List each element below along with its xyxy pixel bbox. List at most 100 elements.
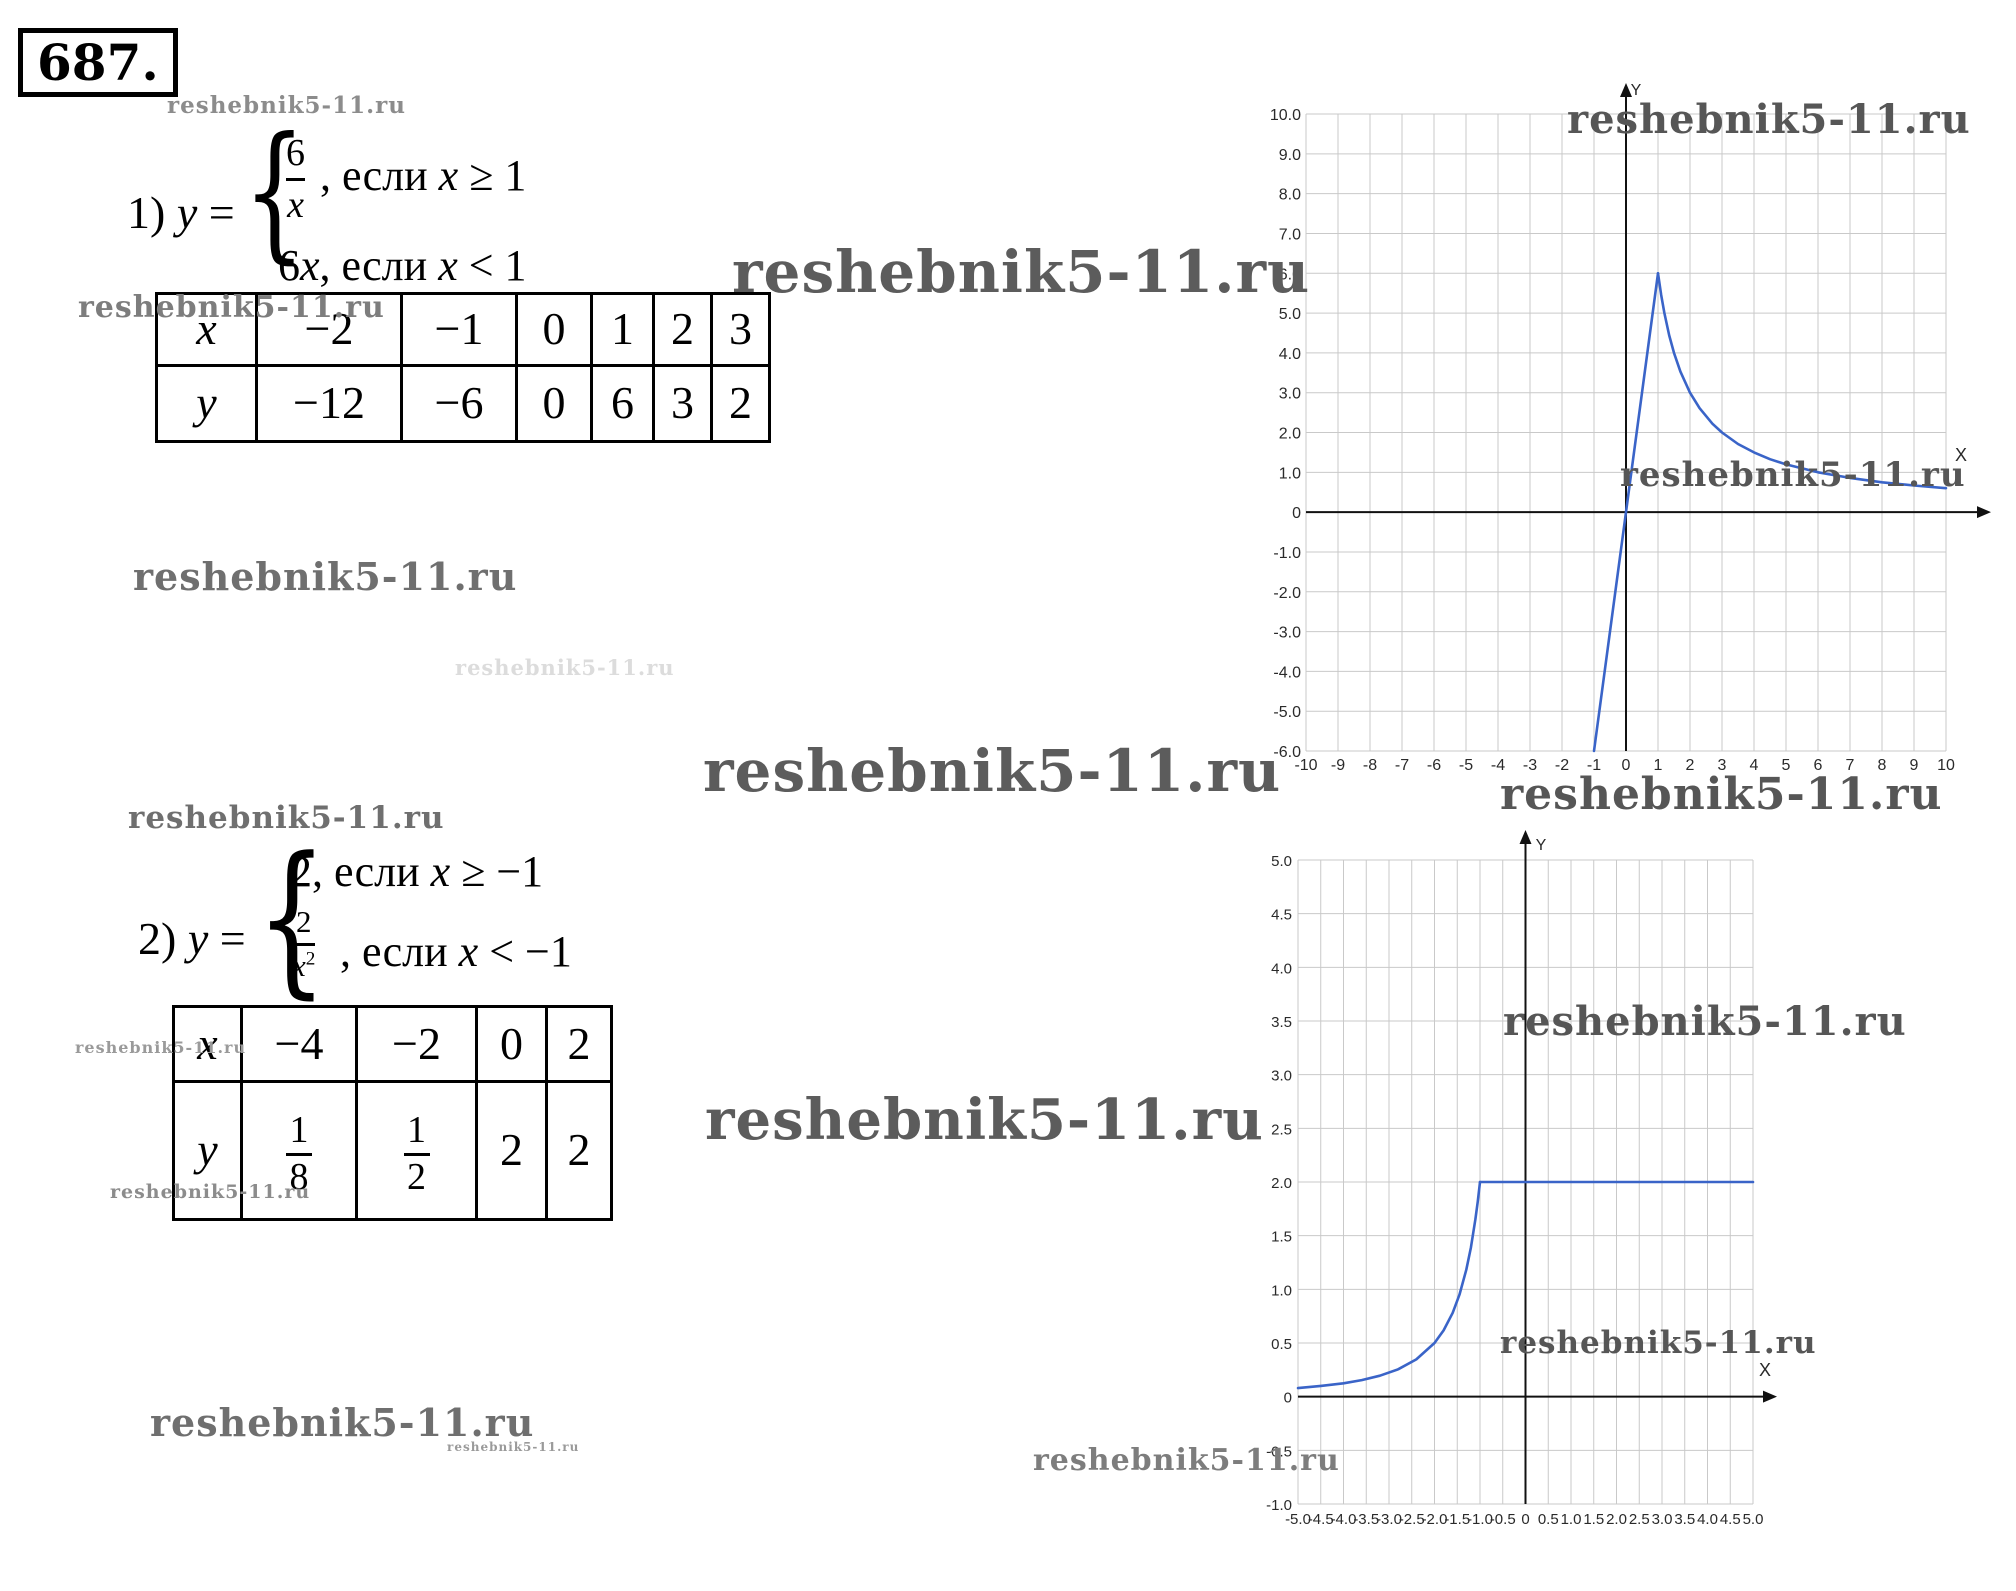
values-table-t2: x −4 −2 0 2 y 1 8 1 2 2 2 bbox=[172, 1005, 613, 1221]
svg-text:-1: -1 bbox=[1587, 757, 1601, 774]
svg-text:-2.0: -2.0 bbox=[1273, 585, 1301, 602]
svg-text:4.0: 4.0 bbox=[1271, 960, 1292, 977]
fraction-numerator: 6 bbox=[286, 132, 305, 174]
svg-text:-4: -4 bbox=[1491, 757, 1505, 774]
svg-text:0: 0 bbox=[1284, 1390, 1292, 1407]
watermark-text: reshebnik5-11.ru bbox=[128, 800, 445, 836]
svg-text:3.5: 3.5 bbox=[1271, 1014, 1292, 1031]
svg-text:-5.0: -5.0 bbox=[1285, 1511, 1311, 1528]
formula1-equals: = bbox=[197, 187, 235, 238]
watermark-text: reshebnik5-11.ru bbox=[1500, 769, 1943, 820]
watermark-text: reshebnik5-11.ru bbox=[167, 92, 406, 119]
svg-text:5.0: 5.0 bbox=[1279, 306, 1301, 323]
svg-text:Y: Y bbox=[1631, 82, 1642, 99]
table-cell: 1 bbox=[590, 292, 655, 367]
svg-text:3.0: 3.0 bbox=[1652, 1511, 1673, 1528]
svg-text:6.0: 6.0 bbox=[1279, 266, 1301, 283]
svg-text:-5: -5 bbox=[1459, 757, 1473, 774]
svg-text:-8: -8 bbox=[1363, 757, 1377, 774]
problem-number-box: 687. bbox=[18, 28, 178, 97]
table-cell: 3 bbox=[652, 364, 713, 443]
watermark-text: reshebnik5-11.ru bbox=[75, 1038, 247, 1057]
svg-text:-10: -10 bbox=[1294, 757, 1317, 774]
svg-text:Y: Y bbox=[1536, 837, 1547, 854]
values-table-t1: x −2 −1 0 1 2 3 y −12 −6 0 6 3 2 bbox=[155, 292, 771, 443]
watermark-text: reshebnik5-11.ru bbox=[1033, 1443, 1340, 1478]
svg-text:-2.0: -2.0 bbox=[1422, 1511, 1448, 1528]
table-row-label: x bbox=[172, 1005, 243, 1083]
svg-text:-4.5: -4.5 bbox=[1308, 1511, 1334, 1528]
watermark-text: reshebnik5-11.ru bbox=[705, 1087, 1264, 1153]
problem-number: 687. bbox=[37, 33, 159, 92]
svg-text:-6.0: -6.0 bbox=[1273, 744, 1301, 761]
svg-text:-0.5: -0.5 bbox=[1490, 1511, 1516, 1528]
watermark-text: reshebnik5-11.ru bbox=[703, 737, 1282, 805]
watermark-text: reshebnik5-11.ru bbox=[78, 290, 385, 325]
svg-text:3.0: 3.0 bbox=[1271, 1068, 1292, 1085]
formula1-var: y bbox=[176, 187, 198, 238]
svg-text:1.0: 1.0 bbox=[1561, 1511, 1582, 1528]
svg-text:2.0: 2.0 bbox=[1271, 1175, 1292, 1192]
formula2-brace: { bbox=[256, 822, 328, 1015]
watermark-text: reshebnik5-11.ru bbox=[133, 554, 518, 599]
fraction-numerator: 2 bbox=[295, 904, 312, 939]
svg-text:0: 0 bbox=[1292, 505, 1301, 522]
svg-text:-4.0: -4.0 bbox=[1273, 664, 1301, 681]
formula2-case2-fraction: 2 x2 bbox=[292, 904, 316, 984]
table-cell: 2 bbox=[652, 292, 713, 367]
svg-text:4.5: 4.5 bbox=[1720, 1511, 1741, 1528]
svg-text:X: X bbox=[1759, 1360, 1771, 1380]
tick-labels: -10 -9 -8 -7 -6 -5 -4 -3 -2 -1 0 1 2 3 4 5 6 7 8 9 10-6.0-5.… bbox=[1270, 107, 1955, 774]
table-row-label: x bbox=[155, 292, 258, 367]
formula1-case1-condition: , если x ≥ 1 bbox=[320, 151, 527, 200]
svg-text:2.5: 2.5 bbox=[1629, 1511, 1650, 1528]
table-row-label: y bbox=[155, 364, 258, 443]
table-row-label: y bbox=[172, 1080, 243, 1221]
svg-text:6: 6 bbox=[1814, 757, 1823, 774]
svg-text:-2: -2 bbox=[1555, 757, 1569, 774]
table-cell: 0 bbox=[475, 1005, 548, 1083]
table-cell: 2 bbox=[545, 1080, 613, 1221]
table-cell: 2 bbox=[475, 1080, 548, 1221]
formula2-var: y bbox=[187, 913, 209, 964]
watermark-text: reshebnik5-11.ru bbox=[150, 1400, 535, 1445]
formula2-equals: = bbox=[208, 913, 246, 964]
svg-text:1.0: 1.0 bbox=[1279, 465, 1301, 482]
svg-text:-0.5: -0.5 bbox=[1266, 1443, 1292, 1460]
svg-text:-3.5: -3.5 bbox=[1353, 1511, 1379, 1528]
table-cell: 2 bbox=[545, 1005, 613, 1083]
curve bbox=[1592, 272, 1660, 753]
axes: XY bbox=[1298, 830, 1777, 1504]
svg-text:0: 0 bbox=[1521, 1511, 1529, 1528]
svg-text:1: 1 bbox=[1654, 757, 1663, 774]
curve bbox=[1656, 272, 1948, 490]
svg-text:4.5: 4.5 bbox=[1271, 907, 1292, 924]
svg-text:5.0: 5.0 bbox=[1743, 1511, 1764, 1528]
svg-text:-3: -3 bbox=[1523, 757, 1537, 774]
svg-text:7: 7 bbox=[1846, 757, 1855, 774]
formula1-lhs: 1) y = bbox=[127, 186, 235, 239]
watermark-text: reshebnik5-11.ru bbox=[447, 1440, 580, 1454]
watermark-text: reshebnik5-11.ru bbox=[1620, 455, 1966, 495]
fraction-bar bbox=[286, 178, 305, 181]
table-cell: −12 bbox=[255, 364, 403, 443]
table-cell: 3 bbox=[710, 292, 771, 367]
svg-text:9: 9 bbox=[1910, 757, 1919, 774]
formula2-case1: 2, если x ≥ −1 bbox=[290, 847, 544, 896]
svg-text:5.0: 5.0 bbox=[1271, 853, 1292, 870]
fraction-denominator: x2 bbox=[292, 948, 316, 983]
table-cell: −6 bbox=[400, 364, 518, 443]
formula1-case2: 6x, если x < 1 bbox=[278, 241, 527, 290]
svg-text:-1.5: -1.5 bbox=[1444, 1511, 1470, 1528]
axes: XY bbox=[1306, 82, 1991, 751]
formula2-case2-condition: , если x < −1 bbox=[340, 927, 572, 976]
table-cell: −2 bbox=[255, 292, 403, 367]
svg-text:1.5: 1.5 bbox=[1583, 1511, 1604, 1528]
svg-text:4.0: 4.0 bbox=[1697, 1511, 1718, 1528]
svg-text:-3.0: -3.0 bbox=[1273, 625, 1301, 642]
svg-text:5: 5 bbox=[1782, 757, 1791, 774]
svg-text:X: X bbox=[1955, 445, 1967, 465]
fraction-denominator: x bbox=[287, 184, 304, 226]
svg-text:-6: -6 bbox=[1427, 757, 1441, 774]
